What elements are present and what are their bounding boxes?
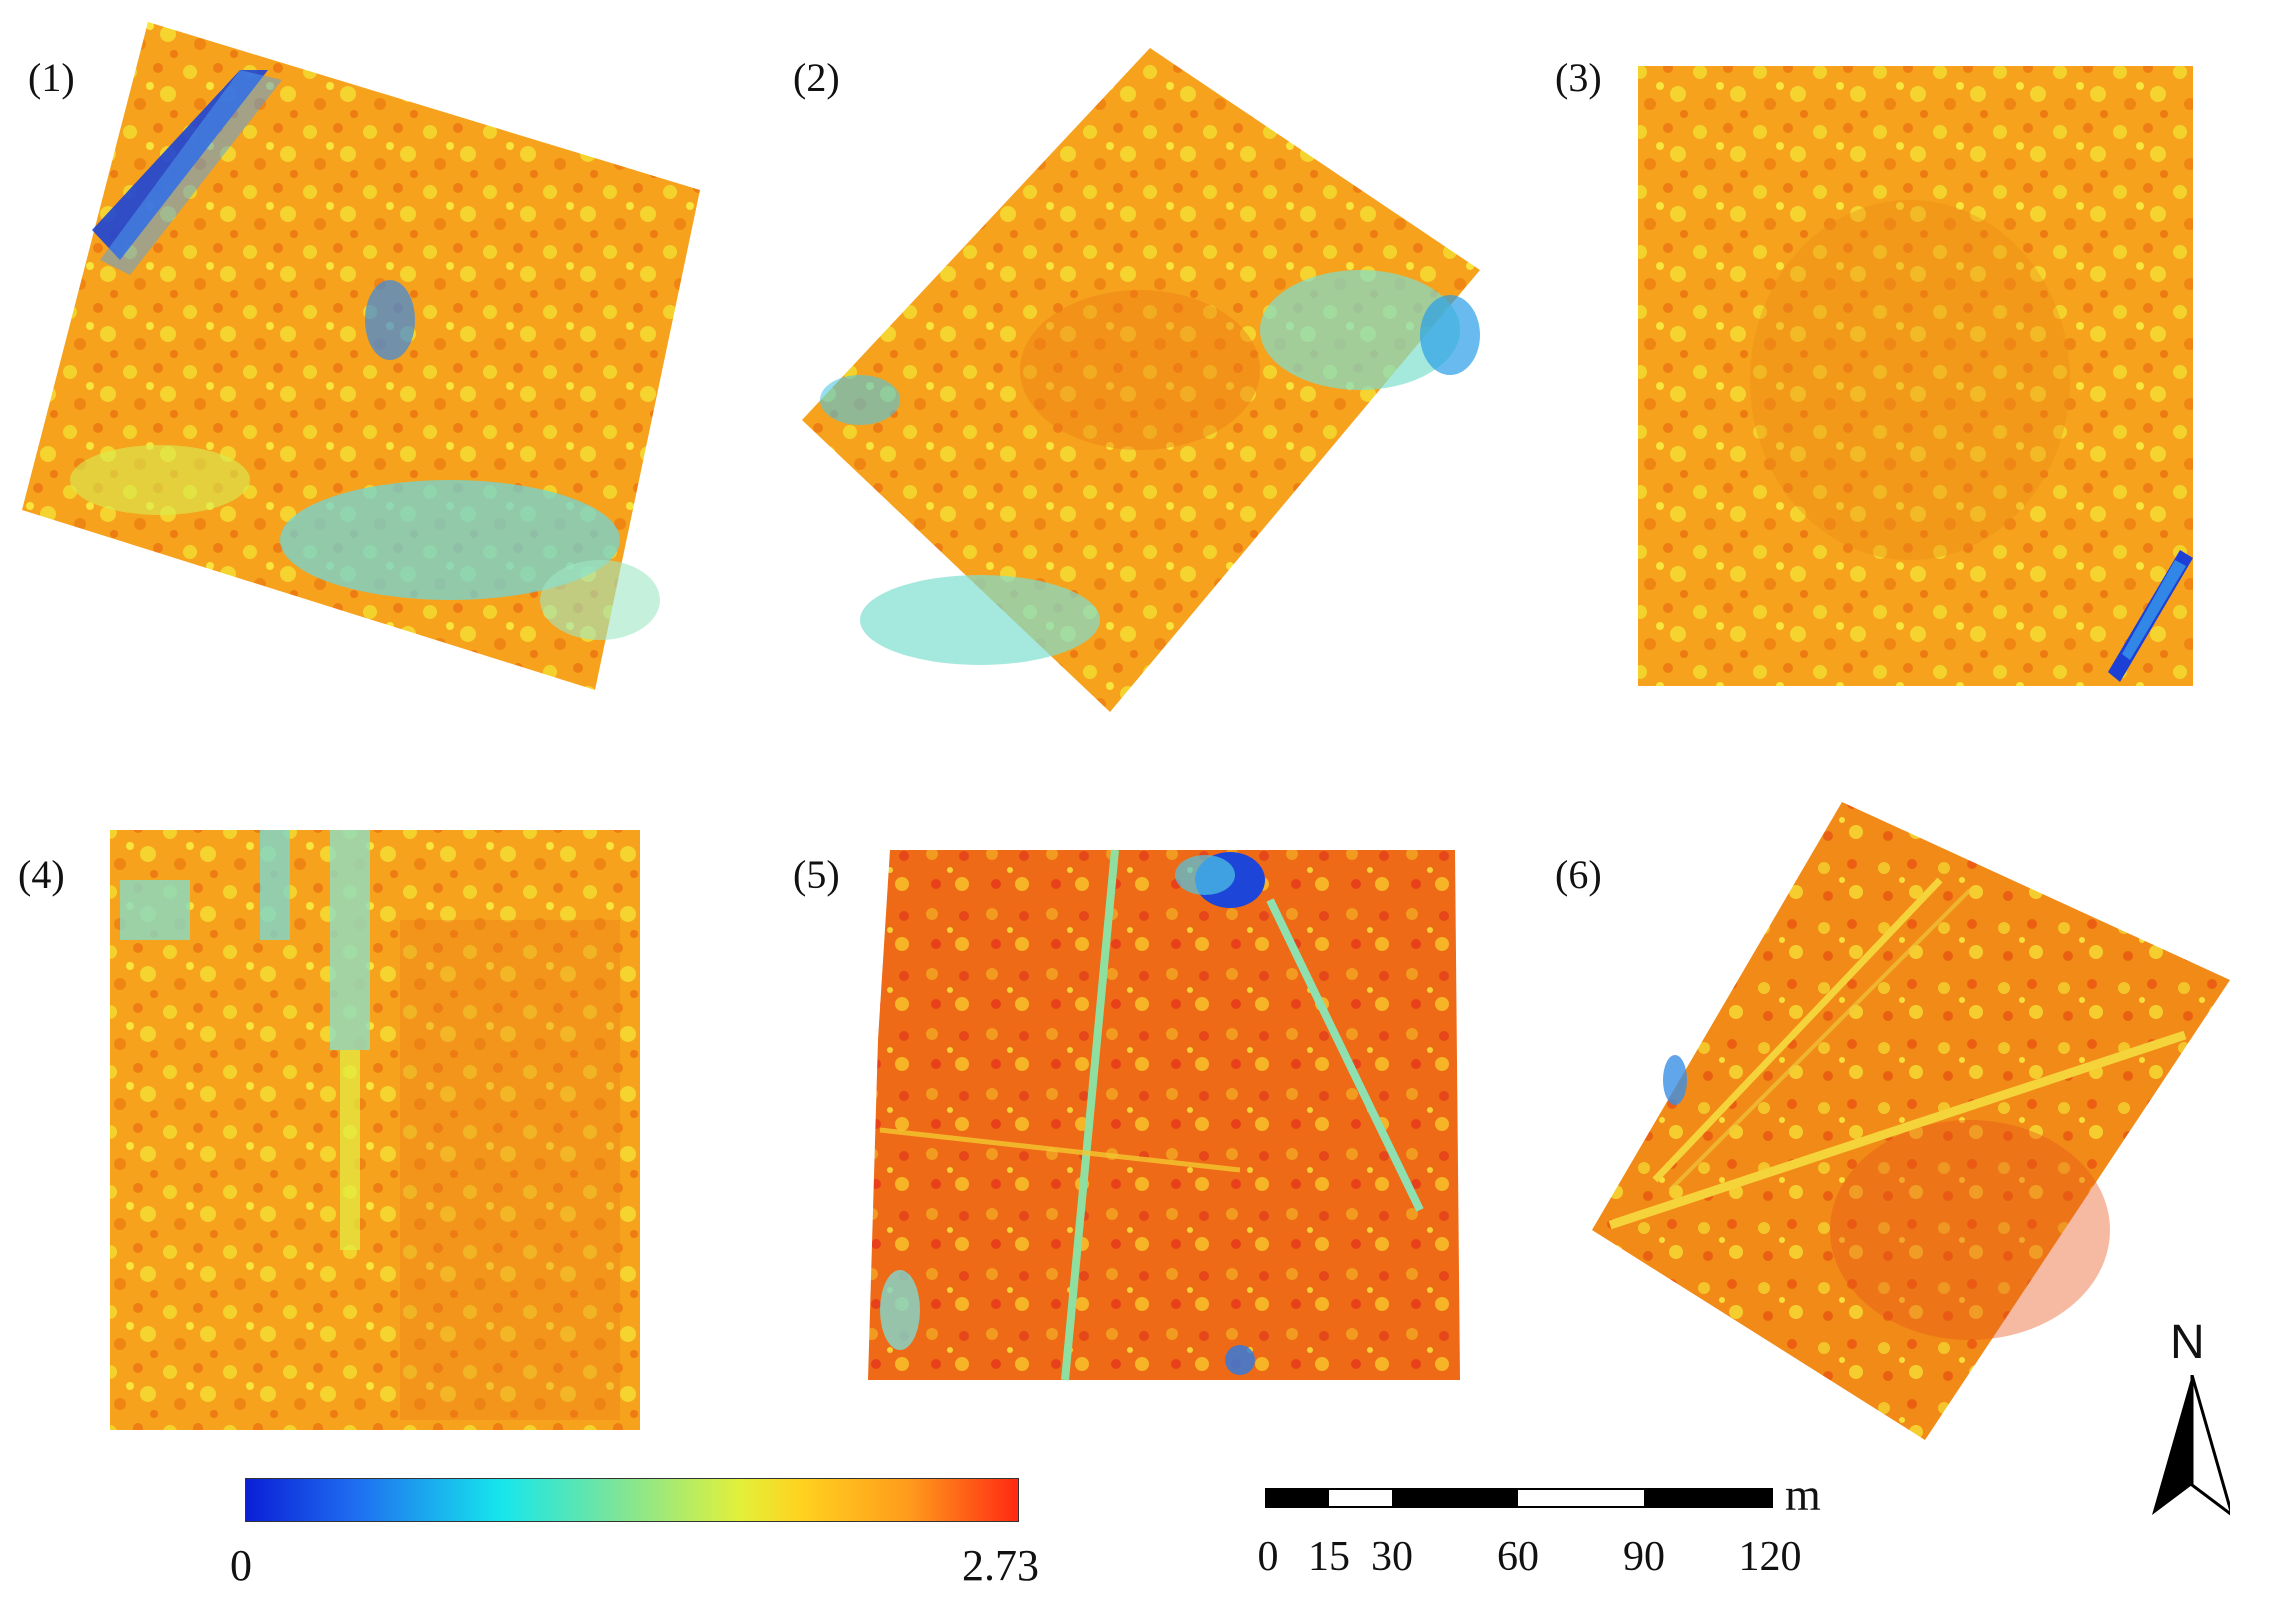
scale-seg-1 xyxy=(1267,1490,1329,1506)
scale-tick-60: 60 xyxy=(1497,1534,1539,1580)
map-panel-5 xyxy=(860,840,1480,1405)
panel-label-3: (3) xyxy=(1555,55,1602,100)
map-panel-3 xyxy=(1630,60,2210,705)
north-arrow-icon xyxy=(2150,1374,2235,1530)
scale-tick-15: 15 xyxy=(1308,1534,1350,1580)
scale-seg-4 xyxy=(1518,1490,1644,1506)
panel-label-5: (5) xyxy=(793,852,840,897)
map-panel-2 xyxy=(780,0,1500,725)
legend-min-label: 0 xyxy=(230,1541,252,1590)
panel-label-1: (1) xyxy=(28,55,75,100)
scale-tick-120: 120 xyxy=(1738,1534,1802,1580)
map-panel-1 xyxy=(0,0,720,725)
scale-tick-90: 90 xyxy=(1623,1534,1665,1580)
scale-seg-5 xyxy=(1644,1490,1771,1506)
north-label: N xyxy=(2170,1316,2205,1369)
scale-seg-3 xyxy=(1392,1490,1518,1506)
scale-seg-2 xyxy=(1329,1490,1392,1506)
legend-max-label: 2.73 xyxy=(962,1541,1039,1590)
panel-label-6: (6) xyxy=(1555,852,1602,897)
scale-unit: m xyxy=(1785,1469,1821,1520)
panel-label-4: (4) xyxy=(18,852,65,897)
colorbar-legend xyxy=(245,1478,1019,1522)
scale-bar xyxy=(1265,1488,1773,1508)
scale-tick-0: 0 xyxy=(1257,1534,1279,1580)
panel-label-2: (2) xyxy=(793,55,840,100)
map-panel-4 xyxy=(100,820,660,1445)
scale-tick-30: 30 xyxy=(1371,1534,1413,1580)
map-panel-6 xyxy=(1570,790,2250,1475)
